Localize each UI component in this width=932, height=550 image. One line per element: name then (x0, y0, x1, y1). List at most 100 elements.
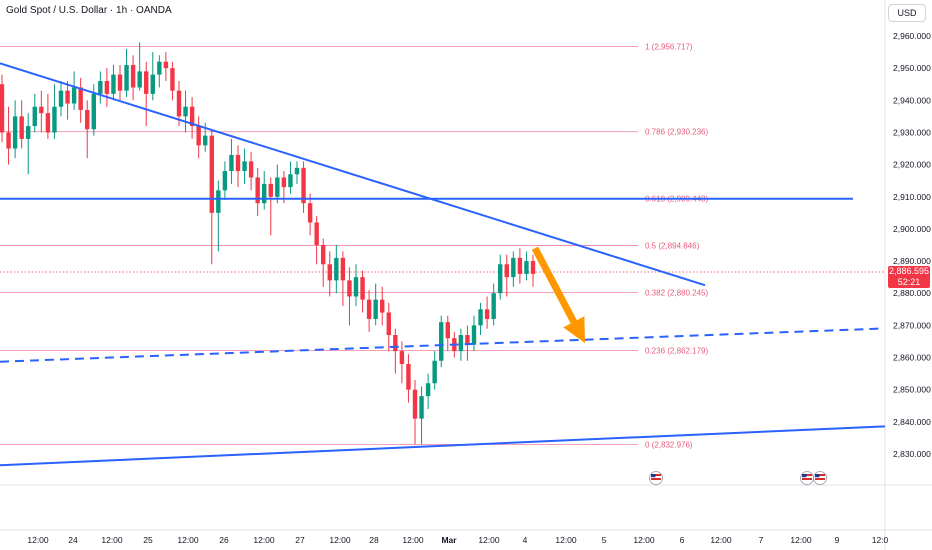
candle (176, 81, 182, 127)
candle (117, 64, 123, 101)
candle (419, 386, 424, 445)
candle-body (314, 222, 319, 245)
candle-body (183, 106, 188, 117)
candle (439, 315, 444, 368)
flag-stripe (815, 474, 825, 476)
candle-body (150, 74, 155, 94)
candle-body (517, 257, 523, 274)
candle (137, 42, 142, 91)
trendlines[interactable] (0, 62, 886, 467)
x-tick-label: 7 (759, 535, 764, 545)
us-flag-icon[interactable] (649, 471, 663, 485)
fib-level-label: 0 (2,832.976) (645, 440, 693, 449)
candle-body (393, 335, 398, 352)
candle (255, 167, 260, 217)
candle-body (130, 64, 136, 88)
currency-button[interactable]: USD (888, 4, 926, 22)
candle (288, 161, 293, 194)
y-tick-label: 2,950.000 (893, 63, 931, 73)
candle-body (58, 90, 64, 107)
candle (471, 315, 477, 352)
candle (19, 100, 24, 149)
candle (130, 55, 136, 101)
candle-body (498, 264, 503, 294)
candle (412, 380, 418, 445)
y-tick-label: 2,920.000 (893, 160, 931, 170)
candle (242, 148, 247, 184)
candle-body (52, 106, 57, 133)
candle (327, 251, 332, 297)
candle-body (484, 309, 490, 319)
candle (170, 61, 175, 101)
candle-body (85, 109, 90, 130)
candle (262, 171, 267, 210)
candle (98, 71, 103, 104)
y-tick-label: 2,900.000 (893, 224, 931, 234)
x-tick-label: 12:00 (710, 535, 732, 545)
x-tick-label: 12:00 (253, 535, 275, 545)
us-flag-icon[interactable] (813, 471, 827, 485)
candle (196, 116, 201, 159)
fib-level-label: 0.786 (2,930.236) (645, 128, 708, 137)
x-tick-label: 6 (680, 535, 685, 545)
candle (39, 90, 44, 133)
trendline-descending (0, 62, 706, 287)
candle-body (0, 84, 5, 133)
fib-retracement[interactable]: 1 (2,956.717)0.786 (2,930.236)0.618 (2,9… (0, 43, 708, 450)
flag-stripe (651, 478, 661, 480)
y-tick-label: 2,940.000 (893, 95, 931, 105)
candle-body (380, 299, 385, 313)
candle-body (478, 309, 483, 326)
candle-body (137, 71, 142, 88)
candle-body (255, 177, 260, 204)
x-tick-label: 12:00 (329, 535, 351, 545)
y-tick-label: 2,870.000 (893, 320, 931, 330)
candle-body (117, 74, 123, 91)
candle-body (71, 87, 77, 104)
bar-countdown: 52:21 (897, 277, 921, 287)
trendline-ascending (0, 425, 886, 467)
x-tick-label: 12:00 (101, 535, 123, 545)
candle-body (294, 167, 300, 175)
candle-body (216, 190, 221, 213)
candle (52, 84, 57, 139)
candle-body (189, 106, 195, 127)
candle (425, 373, 431, 409)
candle (248, 151, 254, 191)
candle (399, 341, 405, 384)
candle-body (504, 264, 509, 278)
flag-canton (651, 474, 656, 478)
x-tick-label: 5 (602, 535, 607, 545)
candle (366, 290, 372, 332)
candle (373, 283, 378, 326)
candle (307, 193, 313, 236)
candle (517, 248, 523, 284)
us-flag-icon[interactable] (800, 471, 814, 485)
candle (111, 64, 116, 101)
candle (268, 177, 273, 236)
candle-body (366, 299, 372, 319)
candle-body (104, 81, 110, 94)
x-tick-label: 12:00 (633, 535, 655, 545)
candle-body (45, 113, 51, 133)
x-tick-label: 12:00 (177, 535, 199, 545)
event-flags[interactable] (649, 471, 827, 485)
candle (465, 325, 470, 361)
candle (85, 100, 90, 159)
candle-body (39, 106, 44, 114)
y-tick-label: 2,840.000 (893, 417, 931, 427)
candle (530, 254, 536, 287)
y-tick-label: 2,880.000 (893, 288, 931, 298)
fib-level-label: 0.236 (2,862.179) (645, 347, 708, 356)
candle-body (353, 277, 359, 297)
candle-body (281, 177, 287, 188)
candle-body (242, 161, 247, 172)
x-tick-label: 9 (835, 535, 840, 545)
fib-level-label: 0.382 (2,880.245) (645, 288, 708, 297)
candle (12, 100, 18, 159)
candle-body (248, 161, 254, 178)
flag-stripe (802, 474, 812, 476)
x-tick-label: 12:00 (555, 535, 577, 545)
candle (222, 161, 228, 200)
